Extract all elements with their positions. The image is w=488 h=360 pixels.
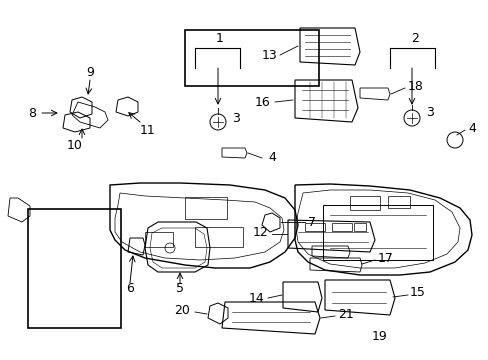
- Text: 5: 5: [176, 282, 183, 294]
- Text: 4: 4: [467, 122, 475, 135]
- Bar: [195, 227, 243, 247]
- Text: 6: 6: [126, 282, 134, 294]
- Text: 7: 7: [307, 216, 315, 229]
- Text: 13: 13: [261, 49, 276, 62]
- Bar: [305, 223, 325, 231]
- Text: 18: 18: [407, 80, 423, 93]
- Text: 17: 17: [377, 252, 393, 265]
- Text: 11: 11: [140, 123, 156, 136]
- Text: 2: 2: [410, 32, 418, 45]
- Bar: [353, 223, 365, 231]
- Text: 3: 3: [425, 105, 433, 118]
- Bar: [349, 196, 379, 210]
- Text: 20: 20: [174, 303, 190, 316]
- Text: 15: 15: [409, 287, 425, 300]
- Text: 1: 1: [216, 32, 224, 45]
- Text: 10: 10: [67, 139, 83, 152]
- Text: 14: 14: [248, 292, 264, 305]
- Text: 16: 16: [254, 95, 269, 108]
- Text: 19: 19: [371, 330, 387, 343]
- Bar: [184, 30, 318, 86]
- Bar: [331, 223, 351, 231]
- Text: 21: 21: [337, 309, 353, 321]
- Text: 9: 9: [86, 66, 94, 78]
- Text: 8: 8: [28, 107, 36, 120]
- Text: 3: 3: [231, 112, 240, 125]
- Bar: [323, 205, 432, 260]
- Bar: [145, 232, 173, 247]
- Text: 4: 4: [267, 150, 275, 163]
- Bar: [387, 196, 409, 208]
- Bar: [184, 197, 226, 219]
- Text: 12: 12: [252, 225, 267, 239]
- Bar: [28, 209, 121, 328]
